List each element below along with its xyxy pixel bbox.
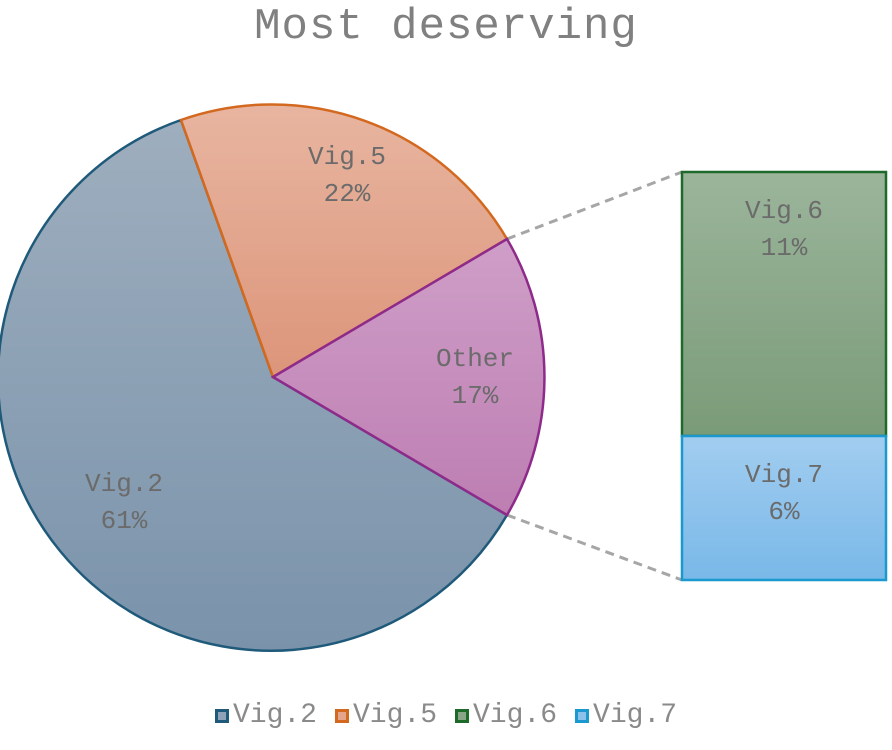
legend-label: Vig.6: [473, 700, 558, 731]
label-vig2-value: 61%: [101, 506, 148, 536]
legend-item-vig6[interactable]: Vig.6: [455, 700, 557, 731]
label-vig7-name: Vig.7: [745, 460, 823, 490]
legend-label: Vig.5: [352, 700, 437, 731]
legend-item-vig5[interactable]: Vig.5: [334, 700, 437, 731]
legend-label: Vig.2: [232, 700, 317, 731]
legend-item-vig2[interactable]: Vig.2: [214, 700, 317, 731]
legend-swatch-icon: [334, 708, 349, 723]
label-vig5-value: 22%: [324, 179, 371, 209]
label-vig7-value: 6%: [768, 497, 800, 527]
label-other-value: 17%: [452, 381, 499, 411]
bar-of-pie-chart: Vig.2 61% Vig.5 22% Other 17% Vig.6 11% …: [0, 103, 888, 652]
chart-title: Most deserving: [254, 2, 638, 52]
pie-slice-vig2[interactable]: [0, 118, 509, 652]
legend-swatch-icon: [214, 708, 229, 723]
pie-slice-other[interactable]: [270, 237, 546, 517]
legend-item-vig7[interactable]: Vig.7: [575, 700, 677, 731]
chart-legend: Vig.2 Vig.5 Vig.6 Vig.7: [0, 700, 892, 731]
label-vig6-value: 11%: [761, 233, 808, 263]
legend-label: Vig.7: [593, 700, 678, 731]
label-vig6-name: Vig.6: [745, 196, 823, 226]
label-other-name: Other: [436, 344, 514, 374]
bar-segment-vig7[interactable]: [680, 434, 888, 582]
pie-slice-vig5[interactable]: [179, 103, 509, 379]
connector-line-top: [506, 170, 683, 241]
label-vig5-name: Vig.5: [308, 142, 386, 172]
connector-line-bottom: [506, 513, 683, 582]
legend-swatch-icon: [575, 708, 590, 723]
label-vig2-name: Vig.2: [85, 469, 163, 499]
legend-swatch-icon: [455, 708, 469, 723]
